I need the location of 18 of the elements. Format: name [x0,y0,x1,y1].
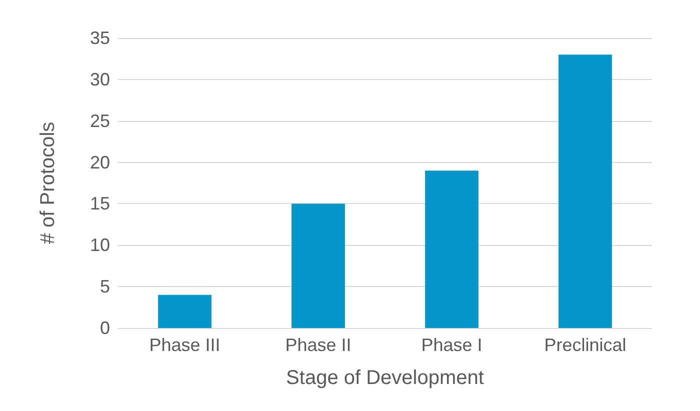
x-tick-label: Phase I [421,335,482,355]
bar [425,170,478,328]
x-axis-title: Stage of Development [286,367,484,389]
bar [158,294,212,328]
y-axis-title: # of Protocols [37,122,59,244]
y-tick-label: 30 [90,69,110,90]
y-tick-label: 5 [100,276,110,297]
y-tick-label: 15 [90,194,110,214]
bar [558,54,612,328]
y-tick-label: 10 [90,235,110,256]
y-tick-label: 20 [90,152,110,172]
x-tick-label: Phase III [149,335,220,355]
bar [292,204,345,328]
x-tick-label: Preclinical [544,335,626,355]
y-tick-label: 35 [90,28,110,48]
x-tick-label: Phase II [285,335,352,355]
y-tick-label: 25 [90,110,110,131]
y-tick-label: 0 [100,318,110,338]
